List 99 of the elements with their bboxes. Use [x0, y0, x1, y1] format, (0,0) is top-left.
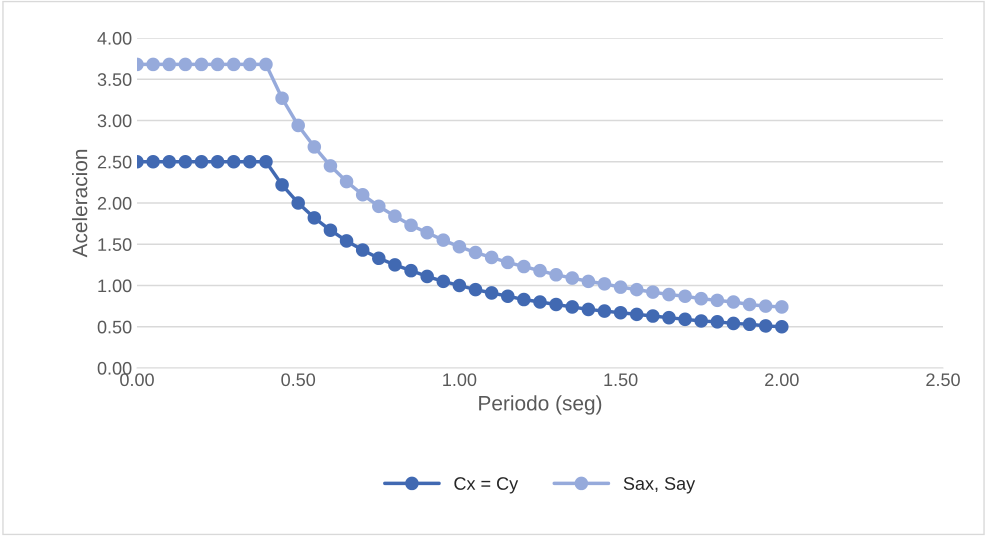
point	[243, 58, 257, 72]
point	[324, 159, 338, 173]
point	[308, 140, 322, 154]
point	[468, 282, 482, 296]
point	[582, 302, 596, 316]
point	[275, 178, 289, 192]
y-tick-label: 3.50	[98, 73, 132, 86]
point	[565, 300, 580, 314]
point	[194, 154, 208, 169]
x-tick-label: 0.50	[281, 373, 316, 386]
point	[742, 298, 756, 312]
point	[372, 200, 386, 214]
point	[662, 310, 676, 324]
point	[582, 274, 596, 288]
point	[388, 209, 402, 223]
point	[146, 154, 160, 169]
point	[517, 260, 531, 274]
point	[356, 243, 370, 257]
y-axis-title: Aceleracion	[72, 150, 88, 258]
point	[678, 289, 692, 303]
y-tick-label: 0.50	[98, 320, 132, 334]
point	[549, 268, 563, 282]
point	[340, 174, 354, 188]
point	[694, 314, 708, 328]
point	[162, 154, 176, 169]
point	[308, 211, 322, 225]
point	[420, 226, 434, 240]
x-axis-title: Periodo (seg)	[479, 395, 602, 415]
point	[436, 274, 450, 288]
point	[372, 252, 386, 266]
x-tick-label: 2.50	[926, 373, 960, 386]
point	[726, 295, 740, 309]
point	[500, 256, 515, 270]
y-tick-label: 2.50	[98, 156, 132, 168]
point	[678, 312, 692, 326]
point	[630, 308, 644, 322]
point	[324, 223, 338, 237]
point	[291, 196, 305, 210]
point	[775, 300, 789, 314]
legend-label: Sax, Say	[624, 477, 696, 494]
point	[178, 58, 192, 72]
point	[598, 304, 612, 318]
point	[356, 188, 370, 202]
x-tick-label: 0.00	[120, 373, 154, 386]
y-tick-label: 2.00	[98, 196, 132, 210]
x-tick-label: 2.00	[765, 373, 799, 386]
point	[484, 286, 498, 300]
y-tick-label: 1.50	[98, 238, 132, 251]
point	[404, 218, 418, 232]
point	[500, 289, 515, 303]
point	[162, 58, 176, 72]
y-tick-label: 1.00	[98, 279, 132, 292]
point	[758, 319, 772, 333]
point	[452, 240, 466, 254]
point	[533, 295, 547, 309]
point	[420, 270, 434, 284]
point	[549, 298, 563, 312]
y-tick-label: 4.00	[97, 32, 132, 45]
point	[275, 91, 289, 105]
point	[468, 246, 482, 260]
point	[210, 58, 224, 72]
point	[452, 278, 466, 292]
point	[662, 288, 676, 302]
point	[630, 282, 644, 296]
point	[243, 154, 257, 169]
legend-label: Cx = Cy	[454, 477, 518, 494]
point	[565, 271, 580, 285]
point	[484, 250, 498, 264]
y-tick-label: 0.00	[98, 362, 132, 375]
point	[533, 264, 547, 278]
point	[710, 315, 724, 329]
point	[259, 154, 273, 169]
point	[517, 292, 531, 306]
point	[598, 277, 612, 291]
y-tick-label: 3.00	[98, 114, 132, 128]
point	[710, 294, 724, 308]
point	[614, 306, 628, 320]
point	[178, 154, 192, 169]
point	[388, 258, 402, 272]
point	[146, 58, 160, 72]
point	[646, 309, 660, 323]
point	[614, 280, 628, 294]
point	[775, 320, 789, 334]
point	[404, 264, 418, 278]
point	[758, 299, 772, 313]
point	[436, 233, 450, 247]
x-tick-label: 1.50	[604, 373, 638, 386]
point	[646, 285, 660, 299]
point	[226, 58, 240, 72]
point	[194, 58, 208, 72]
point	[226, 154, 240, 169]
point	[726, 316, 740, 330]
x-tick-label: 1.00	[443, 373, 476, 386]
point	[742, 318, 756, 332]
point	[210, 154, 224, 169]
point	[259, 58, 273, 72]
point	[694, 292, 708, 306]
point	[340, 234, 354, 248]
point	[291, 118, 305, 132]
